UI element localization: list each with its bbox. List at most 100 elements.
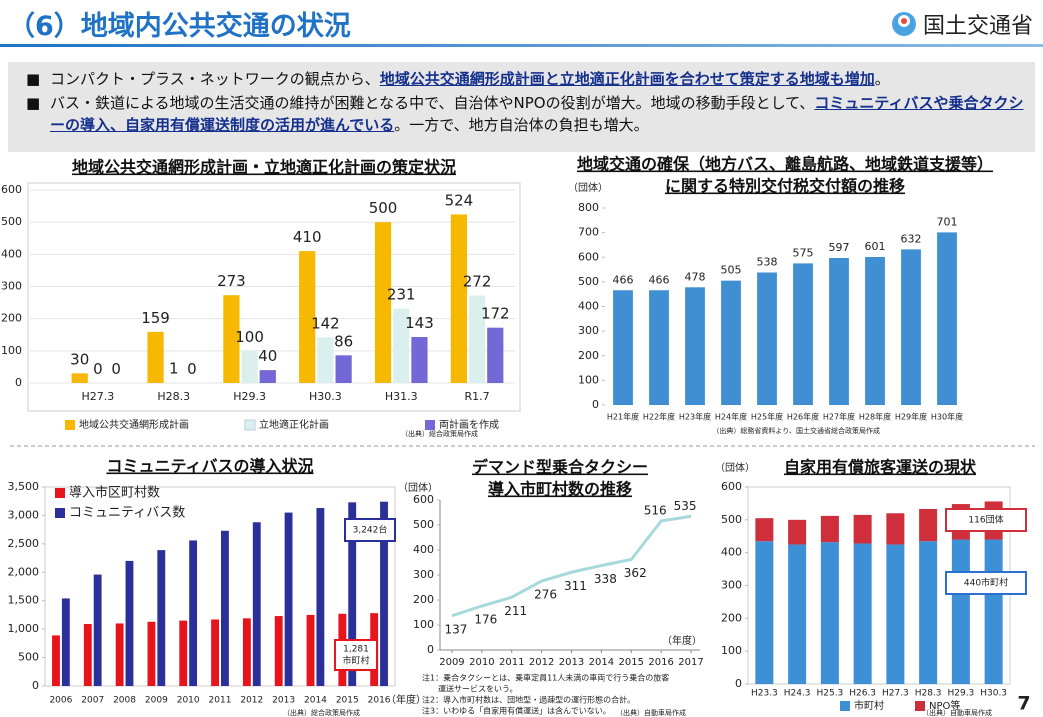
bar bbox=[721, 280, 741, 405]
bar bbox=[284, 512, 293, 686]
bar bbox=[242, 618, 251, 686]
y-tick-label: 2,500 bbox=[8, 537, 40, 550]
bullet-emphasis: コミュニティバスや乗合タクシーの導入、自家用有償運送制度の活用が進んでいる bbox=[50, 94, 1024, 134]
y-axis-label: （団体） bbox=[715, 462, 755, 474]
x-tick-label: 2010 bbox=[469, 657, 494, 668]
x-tick-label: H27年度 bbox=[823, 412, 855, 422]
y-tick-label: 3,000 bbox=[8, 508, 40, 521]
bar bbox=[125, 560, 134, 686]
y-tick-label: 300 bbox=[578, 324, 599, 337]
legend-label: 市町村 bbox=[854, 699, 884, 712]
bar bbox=[886, 513, 905, 545]
bar bbox=[147, 621, 156, 686]
annotation: 440市町村 bbox=[964, 577, 1008, 589]
data-label: 143 bbox=[405, 314, 434, 332]
y-tick-label: 0 bbox=[15, 376, 22, 389]
bar bbox=[901, 249, 921, 405]
annotation: 116団体 bbox=[968, 514, 1003, 526]
bar bbox=[306, 614, 315, 686]
source: （出典）総務省資料より、国土交通省総合政策局作成 bbox=[712, 426, 880, 435]
bar bbox=[189, 540, 198, 686]
data-label: 466 bbox=[649, 273, 670, 286]
y-tick-label: 200 bbox=[1, 312, 22, 325]
data-label: 272 bbox=[463, 273, 492, 291]
title-rule bbox=[0, 44, 1043, 47]
y-tick-label: 100 bbox=[413, 618, 434, 631]
x-tick-label: 2012 bbox=[240, 696, 263, 706]
logo-text: 国土交通省 bbox=[922, 14, 1033, 39]
bar bbox=[788, 544, 807, 684]
x-tick-label: H26年度 bbox=[787, 412, 819, 422]
legend-swatch bbox=[65, 420, 75, 430]
y-tick-label: 600 bbox=[413, 493, 434, 506]
x-tick-label: 2008 bbox=[113, 696, 136, 706]
chart-title: デマンド型乗合タクシー bbox=[472, 458, 648, 477]
bar bbox=[755, 518, 774, 542]
y-tick-label: 300 bbox=[1, 280, 22, 293]
bar bbox=[93, 574, 102, 686]
logo-icon bbox=[891, 12, 916, 36]
bar bbox=[71, 373, 88, 383]
x-tick-label: 2016 bbox=[648, 657, 673, 668]
y-tick-label: 100 bbox=[721, 644, 742, 657]
x-tick-label: H27.3 bbox=[82, 390, 115, 403]
source: （出典）自動車局作成 bbox=[616, 708, 686, 717]
x-tick-label: 2011 bbox=[209, 696, 232, 706]
y-tick-label: 300 bbox=[413, 568, 434, 581]
legend-swatch bbox=[244, 419, 256, 431]
data-label: 466 bbox=[613, 273, 634, 286]
bar bbox=[61, 598, 70, 686]
annotation-box bbox=[945, 508, 1027, 532]
bar bbox=[348, 502, 357, 686]
data-label: 516 bbox=[644, 504, 667, 518]
bar bbox=[468, 295, 486, 383]
data-label: 362 bbox=[624, 566, 647, 580]
data-label: 100 bbox=[235, 328, 264, 346]
y-tick-label: 700 bbox=[578, 226, 599, 239]
y-tick-label: 500 bbox=[413, 518, 434, 531]
bullet-emphasis: 地域公共交通網形成計画と立地適正化計画を合わせて策定する地域も増加 bbox=[379, 70, 875, 88]
y-tick-label: 500 bbox=[578, 275, 599, 288]
x-tick-label: H24年度 bbox=[715, 412, 747, 422]
annotation: 3,242台 bbox=[353, 524, 388, 536]
x-tick-label: H25年度 bbox=[751, 412, 783, 422]
bar bbox=[757, 272, 777, 405]
source: （出典）自動車局作成 bbox=[922, 708, 992, 717]
data-label: 40 bbox=[258, 347, 277, 365]
annotation: 市町村 bbox=[342, 655, 369, 667]
bar bbox=[829, 257, 849, 405]
y-tick-label: 0 bbox=[592, 398, 599, 411]
x-tick-label: 2016 bbox=[368, 696, 391, 706]
legend-label: NPO等 bbox=[929, 699, 960, 712]
plot-frame bbox=[44, 486, 396, 687]
y-tick-label: 100 bbox=[1, 344, 22, 357]
data-label: 231 bbox=[387, 286, 416, 304]
source: （出典）総合政策局作成 bbox=[283, 708, 360, 717]
bar bbox=[685, 287, 705, 405]
data-label: 176 bbox=[474, 613, 497, 627]
bar bbox=[886, 544, 905, 684]
y-tick-label: 0 bbox=[32, 679, 39, 692]
bar bbox=[274, 616, 283, 686]
page-number: 7 bbox=[1017, 693, 1030, 715]
y-tick-label: 2,000 bbox=[8, 565, 40, 578]
annotation: 1,281 bbox=[343, 645, 369, 655]
chart-title: 地域公共交通網形成計画・立地適正化計画の策定状況 bbox=[72, 158, 456, 177]
bar bbox=[411, 337, 428, 383]
y-tick-label: 1,500 bbox=[8, 594, 40, 607]
x-tick-label: 2014 bbox=[589, 657, 614, 668]
data-label: 1 bbox=[169, 360, 179, 378]
x-tick-label: H29.3 bbox=[233, 390, 266, 403]
x-tick-label: 2017 bbox=[678, 657, 703, 668]
bar bbox=[820, 515, 839, 543]
x-tick-label: H21年度 bbox=[607, 412, 639, 422]
y-tick-label: 600 bbox=[1, 183, 22, 196]
bullet: バス・鉄道による地域の生活交通の維持が困難となる中で、自治体やNPOの役割が増大… bbox=[14, 92, 1029, 136]
bullet-text: バス・鉄道による地域の生活交通の維持が困難となる中で、自治体やNPOの役割が増大… bbox=[50, 94, 815, 112]
data-label: 30 bbox=[70, 350, 89, 368]
bar bbox=[393, 308, 410, 383]
x-tick-label: H31.3 bbox=[385, 390, 418, 403]
legend-label: 地域公共交通網形成計画 bbox=[79, 418, 189, 431]
x-tick-label: R1.7 bbox=[465, 390, 490, 403]
data-label: 632 bbox=[901, 232, 922, 245]
